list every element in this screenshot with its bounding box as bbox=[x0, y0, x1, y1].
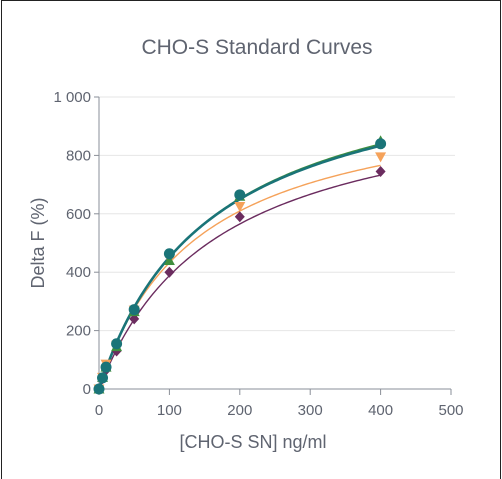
y-tick-label-800: 800 bbox=[66, 147, 91, 164]
tick-labels: 0 200 400 600 800 1 000 0 100 200 300 400 500 bbox=[53, 89, 463, 419]
chart-title: CHO-S Standard Curves bbox=[141, 36, 372, 59]
data-point-series-4-2 bbox=[100, 361, 112, 373]
data-point-series-4-5 bbox=[163, 248, 175, 260]
fit-curves bbox=[97, 143, 381, 390]
data-point-series-4-6 bbox=[234, 189, 246, 201]
data-point-series-2-4 bbox=[129, 313, 140, 325]
data-point-series-4-4 bbox=[128, 304, 140, 316]
fit-curve-series-3 bbox=[98, 143, 381, 390]
fit-curve-series-2 bbox=[98, 174, 381, 390]
x-axis-title: [CHO-S SN] ng/ml bbox=[179, 432, 326, 452]
y-tick-label-400: 400 bbox=[66, 264, 91, 281]
axes bbox=[94, 96, 452, 395]
y-tick-label-0: 0 bbox=[83, 381, 91, 398]
x-tick-label-200: 200 bbox=[227, 402, 252, 419]
y-tick-label-1000: 1 000 bbox=[53, 89, 91, 106]
data-point-series-1-6 bbox=[234, 202, 246, 212]
data-point-series-1-7 bbox=[375, 152, 387, 163]
data-point-series-4-1 bbox=[97, 372, 109, 384]
x-tick-label-400: 400 bbox=[368, 402, 393, 419]
fit-curve-series-4 bbox=[97, 144, 381, 390]
data-point-series-2-7 bbox=[375, 165, 386, 177]
y-tick-label-200: 200 bbox=[66, 323, 91, 340]
data-point-series-2-5 bbox=[164, 266, 175, 278]
x-tick-label-300: 300 bbox=[298, 402, 323, 419]
data-point-series-2-6 bbox=[234, 211, 245, 223]
x-tick-label-500: 500 bbox=[438, 402, 463, 419]
data-point-series-3-5 bbox=[163, 255, 175, 266]
y-tick-label-600: 600 bbox=[66, 206, 91, 223]
data-points bbox=[93, 135, 387, 395]
x-tick-label-100: 100 bbox=[157, 402, 182, 419]
data-point-series-4-7 bbox=[375, 138, 387, 150]
y-axis-title: Delta F (%) bbox=[28, 197, 48, 288]
data-point-series-4-3 bbox=[111, 338, 123, 350]
x-tick-label-0: 0 bbox=[95, 402, 103, 419]
data-point-series-4-0 bbox=[93, 383, 105, 395]
